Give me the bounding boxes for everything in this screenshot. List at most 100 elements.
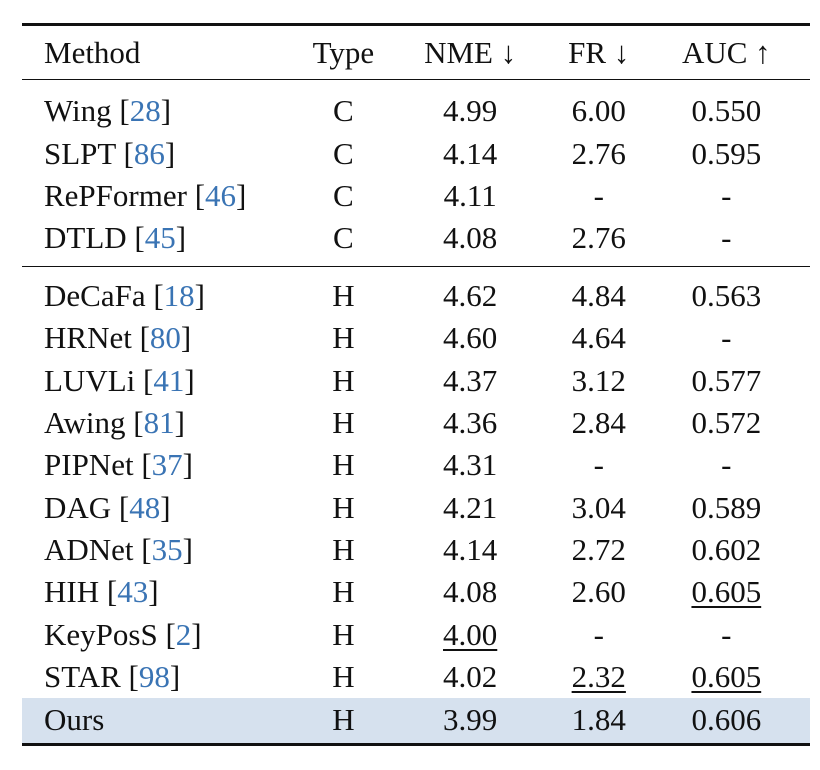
citation-link[interactable]: 37 <box>151 447 183 483</box>
nme-cell: 4.02 <box>443 659 498 695</box>
nme-cell: 4.62 <box>443 277 498 313</box>
type-cell: H <box>332 532 355 568</box>
fr-cell: 2.76 <box>571 135 626 171</box>
type-cell: C <box>333 220 354 256</box>
nme-cell: 4.14 <box>443 532 498 568</box>
table-row: SLPT [86] C 4.14 2.76 0.595 <box>22 132 810 174</box>
best-nme-value: 3.99 <box>443 701 498 737</box>
citation-link[interactable]: 81 <box>143 404 175 440</box>
method-cell: HRNet [80] <box>44 320 192 356</box>
citation-link[interactable]: 35 <box>151 532 183 568</box>
method-name: Wing <box>44 93 112 129</box>
table-row: Awing [81] H 4.36 2.84 0.572 <box>22 402 810 444</box>
nme-cell: 4.99 <box>443 93 498 129</box>
table-row: HRNet [80] H 4.60 4.64 - <box>22 317 810 359</box>
fr-cell: - <box>593 447 604 483</box>
auc-cell: 0.602 <box>691 532 762 568</box>
table-header: Method Type NME ↓ FR ↓ AUC ↑ <box>22 24 810 80</box>
table-row: HIH [43] H 4.08 2.60 0.605 <box>22 571 810 613</box>
fr-cell: 6.00 <box>571 93 626 129</box>
table-row: DAG [48] H 4.21 3.04 0.589 <box>22 487 810 529</box>
citation-link[interactable]: 46 <box>205 177 237 213</box>
second-best-value: 0.605 <box>691 659 762 695</box>
method-cell: DeCaFa [18] <box>44 277 205 313</box>
nme-cell: 4.21 <box>443 489 498 525</box>
table-row: DTLD [45] C 4.08 2.76 - <box>22 217 810 266</box>
method-cell: KeyPosS [2] <box>44 616 202 652</box>
citation-link[interactable]: 45 <box>144 220 176 256</box>
nme-cell: 4.14 <box>443 135 498 171</box>
nme-cell: 4.11 <box>443 177 497 213</box>
method-cell: ADNet [35] <box>44 532 193 568</box>
fr-cell: 3.12 <box>571 362 626 398</box>
method-cell: HIH [43] <box>44 574 159 610</box>
method-name: STAR <box>44 659 121 695</box>
auc-cell: 0.605 <box>643 571 810 613</box>
table-row: RePFormer [46] C 4.11 - - <box>22 175 810 217</box>
type-cell: C <box>333 135 354 171</box>
header-row: Method Type NME ↓ FR ↓ AUC ↑ <box>22 24 810 80</box>
header-method: Method <box>44 35 141 70</box>
citation-link[interactable]: 43 <box>117 574 149 610</box>
method-cell: PIPNet [37] <box>44 447 193 483</box>
fr-cell: - <box>593 177 604 213</box>
method-cell: DAG [48] <box>44 489 171 525</box>
method-name: HIH <box>44 574 100 610</box>
auc-cell: 0.550 <box>691 93 762 129</box>
auc-cell: 0.605 <box>643 656 810 698</box>
type-cell: C <box>333 93 354 129</box>
fr-cell: 2.76 <box>571 220 626 256</box>
fr-cell: 4.64 <box>571 320 626 356</box>
table-row: Wing [28] C 4.99 6.00 0.550 <box>22 80 810 133</box>
auc-cell: - <box>721 220 732 256</box>
table-row: STAR [98] H 4.02 2.32 0.605 <box>22 656 810 698</box>
auc-cell: 0.577 <box>691 362 762 398</box>
citation-link[interactable]: 48 <box>129 489 161 525</box>
citation-link[interactable]: 80 <box>149 320 181 356</box>
method-name: Ours <box>44 701 105 737</box>
fr-cell: 2.60 <box>571 574 626 610</box>
method-cell: Ours <box>22 698 301 744</box>
fr-cell: 2.72 <box>571 532 626 568</box>
group-c-rows: Wing [28] C 4.99 6.00 0.550 SLPT [86] C … <box>22 80 810 267</box>
method-cell: SLPT [86] <box>44 135 176 171</box>
method-cell: LUVLi [41] <box>44 362 195 398</box>
citation-link[interactable]: 28 <box>129 93 161 129</box>
nme-cell: 4.08 <box>443 220 498 256</box>
nme-cell: 4.31 <box>443 447 498 483</box>
method-cell: Awing [81] <box>44 404 185 440</box>
type-cell: H <box>332 616 355 652</box>
table-row: KeyPosS [2] H 4.00 - - <box>22 614 810 656</box>
nme-cell: 4.60 <box>443 320 498 356</box>
second-best-value: 4.00 <box>443 616 498 652</box>
fr-cell: 2.84 <box>571 404 626 440</box>
best-fr-value: 1.84 <box>571 701 626 737</box>
type-cell: H <box>332 659 355 695</box>
nme-cell: 4.36 <box>443 404 498 440</box>
type-cell: H <box>332 447 355 483</box>
table-row: LUVLi [41] H 4.37 3.12 0.577 <box>22 359 810 401</box>
citation-link[interactable]: 18 <box>163 277 195 313</box>
auc-cell: - <box>721 616 732 652</box>
method-cell: Wing [28] <box>44 93 172 129</box>
method-name: KeyPosS <box>44 616 158 652</box>
citation-link[interactable]: 2 <box>175 616 192 652</box>
auc-cell: - <box>721 177 732 213</box>
group-h-rows: DeCaFa [18] H 4.62 4.84 0.563 HRNet [80]… <box>22 266 810 745</box>
method-cell: RePFormer [46] <box>44 177 247 213</box>
type-cell: H <box>332 362 355 398</box>
header-auc: AUC ↑ <box>681 35 771 70</box>
auc-cell: 0.563 <box>691 277 762 313</box>
table-row: DeCaFa [18] H 4.62 4.84 0.563 <box>22 266 810 317</box>
citation-link[interactable]: 86 <box>133 135 165 171</box>
method-name: PIPNet <box>44 447 134 483</box>
citation-link[interactable]: 41 <box>153 362 185 398</box>
method-name: HRNet <box>44 320 132 356</box>
fr-cell: 4.84 <box>571 277 626 313</box>
method-name: DTLD <box>44 220 127 256</box>
method-name: ADNet <box>44 532 134 568</box>
type-cell: H <box>332 489 355 525</box>
nme-cell: 4.00 <box>385 614 554 656</box>
citation-link[interactable]: 98 <box>138 659 170 695</box>
